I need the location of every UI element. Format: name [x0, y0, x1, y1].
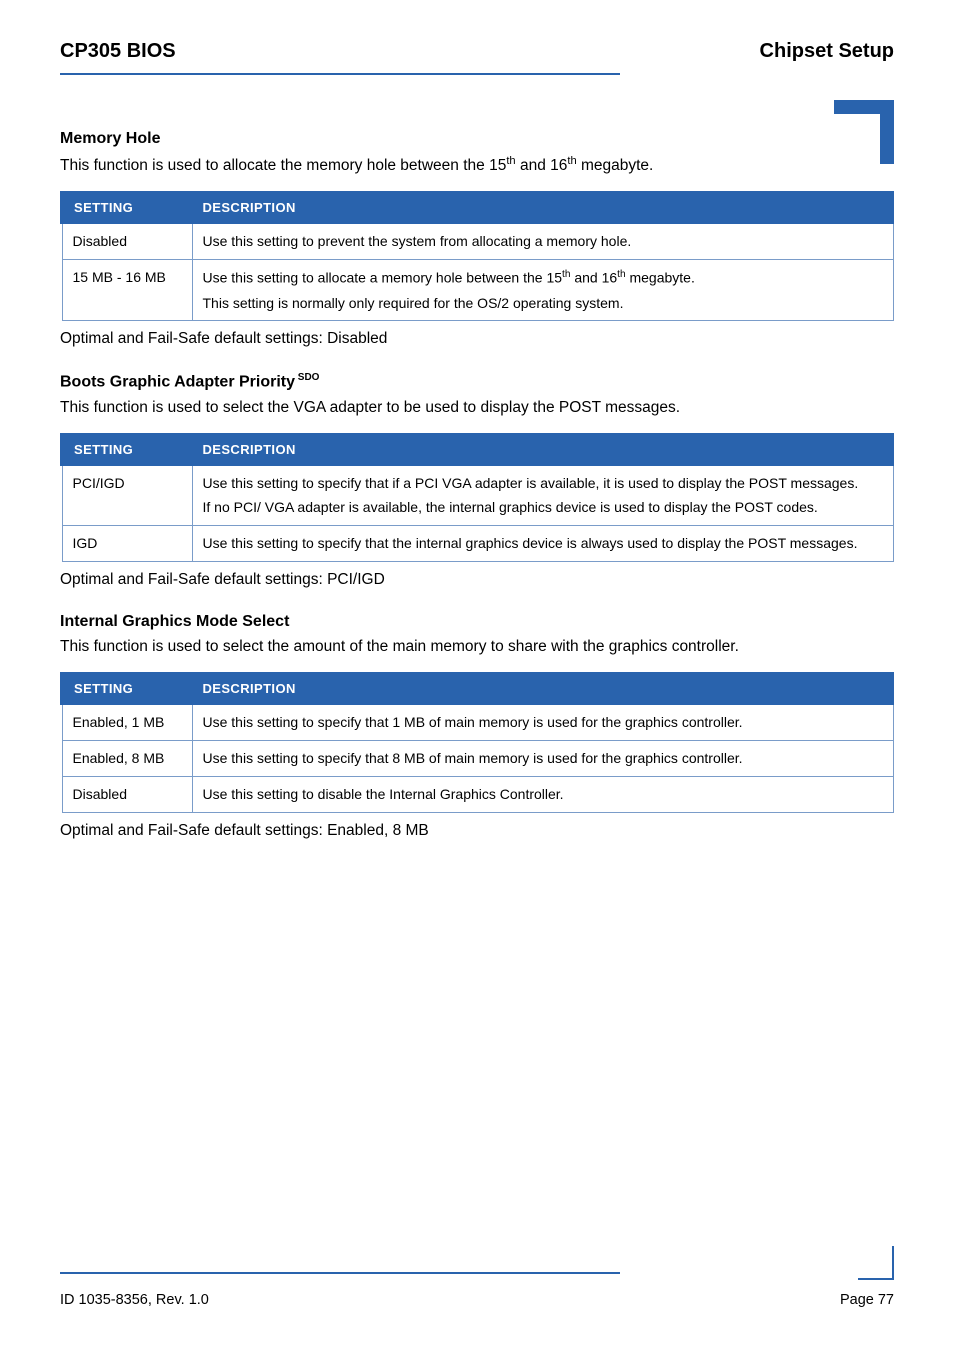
table-row: Enabled, 8 MBUse this setting to specify…	[62, 740, 894, 776]
section-heading: Internal Graphics Mode Select	[60, 613, 894, 631]
section-heading: Boots Graphic Adapter Priority SDO	[60, 372, 894, 391]
table-row: DisabledUse this setting to prevent the …	[62, 224, 894, 260]
description-cell: Use this setting to specify that 1 MB of…	[192, 705, 894, 741]
brand-logo-v	[880, 100, 894, 164]
brand-logo	[834, 100, 894, 164]
setting-cell: Enabled, 8 MB	[62, 740, 192, 776]
section-heading: Memory Hole	[60, 130, 894, 148]
footer-row: ID 1035-8356, Rev. 1.0 Page 77	[60, 1292, 894, 1308]
table-header-cell: SETTING	[62, 673, 192, 705]
page-header-ruled: CP305 BIOS	[60, 40, 620, 75]
table-header-cell: DESCRIPTION	[192, 433, 894, 465]
page: CP305 BIOS Chipset Setup Memory Hole This…	[0, 0, 954, 1350]
table-header-cell: SETTING	[62, 433, 192, 465]
section-intro: This function is used to allocate the me…	[60, 154, 894, 177]
setting-cell: PCI/IGD	[62, 465, 192, 526]
table-row: IGDUse this setting to specify that the …	[62, 526, 894, 562]
section-default-note: Optimal and Fail-Safe default settings: …	[60, 821, 894, 842]
table-header-cell: DESCRIPTION	[192, 673, 894, 705]
description-cell: Use this setting to specify that the int…	[192, 526, 894, 562]
description-cell: Use this setting to allocate a memory ho…	[192, 259, 894, 320]
footer-rule	[60, 1272, 620, 1274]
section-default-note: Optimal and Fail-Safe default settings: …	[60, 570, 894, 591]
settings-table: SETTINGDESCRIPTIONPCI/IGDUse this settin…	[60, 433, 894, 563]
section-intro: This function is used to select the amou…	[60, 637, 894, 658]
footer-page: Page 77	[840, 1292, 894, 1308]
main-content: Memory Hole This function is used to allo…	[60, 130, 894, 842]
footer-id: ID 1035-8356, Rev. 1.0	[60, 1292, 209, 1308]
table-row: 15 MB - 16 MBUse this setting to allocat…	[62, 259, 894, 320]
table-header-cell: DESCRIPTION	[192, 192, 894, 224]
description-cell: Use this setting to specify that 8 MB of…	[192, 740, 894, 776]
page-header-row: CP305 BIOS Chipset Setup	[60, 40, 894, 75]
page-footer: ID 1035-8356, Rev. 1.0 Page 77	[60, 1272, 894, 1308]
settings-table: SETTINGDESCRIPTIONEnabled, 1 MBUse this …	[60, 672, 894, 813]
section-default-note: Optimal and Fail-Safe default settings: …	[60, 329, 894, 350]
description-cell: Use this setting to disable the Internal…	[192, 776, 894, 812]
table-header-cell: SETTING	[62, 192, 192, 224]
header-left: CP305 BIOS	[60, 40, 176, 63]
table-row: Enabled, 1 MBUse this setting to specify…	[62, 705, 894, 741]
setting-cell: Enabled, 1 MB	[62, 705, 192, 741]
section-intro: This function is used to select the VGA …	[60, 398, 894, 419]
description-cell: Use this setting to specify that if a PC…	[192, 465, 894, 526]
setting-cell: Disabled	[62, 224, 192, 260]
table-row: PCI/IGDUse this setting to specify that …	[62, 465, 894, 526]
table-row: DisabledUse this setting to disable the …	[62, 776, 894, 812]
settings-table: SETTINGDESCRIPTIONDisabledUse this setti…	[60, 191, 894, 321]
header-right: Chipset Setup	[760, 40, 894, 63]
setting-cell: IGD	[62, 526, 192, 562]
description-cell: Use this setting to prevent the system f…	[192, 224, 894, 260]
sdo-badge: SDO	[295, 372, 319, 383]
setting-cell: 15 MB - 16 MB	[62, 259, 192, 320]
setting-cell: Disabled	[62, 776, 192, 812]
